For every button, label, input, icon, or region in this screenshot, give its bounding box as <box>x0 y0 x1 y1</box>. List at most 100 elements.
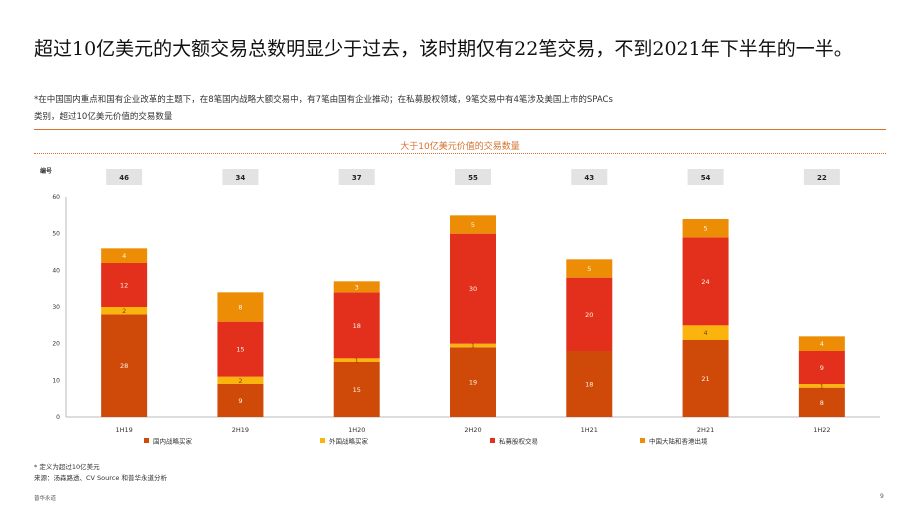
bar-value-label: 2 <box>238 377 242 385</box>
bar-value-label: 4 <box>122 252 126 260</box>
bar-value-label: 5 <box>587 265 591 273</box>
bar-segment <box>333 362 380 417</box>
bar-segment <box>798 384 845 388</box>
legend-swatch <box>640 438 645 443</box>
note-line-2: 类别，超过10亿美元价值的交易数量 <box>34 112 173 122</box>
bar-segment <box>798 336 845 351</box>
bar-value-label: 3 <box>355 283 359 291</box>
total-label: 22 <box>817 174 827 182</box>
bar-value-label: 9 <box>238 397 242 405</box>
bar-value-label: 8 <box>820 399 824 407</box>
total-box <box>338 169 375 185</box>
bar-value-label: 15 <box>236 346 244 354</box>
bar-value-label: 19 <box>469 379 477 387</box>
legend-swatch <box>320 438 325 443</box>
bar-segment <box>333 281 380 293</box>
x-tick-label: 1H19 <box>115 426 132 434</box>
total-label: 37 <box>352 174 362 182</box>
chart-title: 大于10亿美元价值的交易数量 <box>400 142 520 152</box>
footnote: * 定义为超过10亿美元 来源：汤森路透、CV Source 和普华永道分析 <box>34 462 167 484</box>
bar-value-label: 30 <box>469 285 477 293</box>
bar-value-label: 15 <box>353 386 361 394</box>
bar-value-label: 1 <box>820 382 824 390</box>
bar-value-label: 5 <box>471 221 475 229</box>
bar-segment <box>101 314 148 417</box>
legend-label: 外国战略买家 <box>329 437 369 446</box>
bar-value-label: 18 <box>585 381 593 389</box>
bar-segment <box>682 340 729 417</box>
bar-segment <box>682 237 729 326</box>
bar-segment <box>217 321 264 377</box>
y-tick-label: 10 <box>52 377 60 384</box>
y-tick-label: 0 <box>56 414 60 421</box>
bar-segment <box>682 325 729 340</box>
total-label: 46 <box>119 174 129 182</box>
bar-value-label: 2 <box>122 307 126 315</box>
bar-segment <box>566 351 613 417</box>
bar-segment <box>101 248 148 263</box>
x-tick-label: 1H20 <box>348 426 365 434</box>
bar-segment <box>798 351 845 384</box>
bar-value-label: 5 <box>704 225 708 233</box>
page-number: 9 <box>880 493 884 500</box>
page-headline: 超过10亿美元的大额交易总数明显少于过去，该时期仅有22笔交易，不到2021年下… <box>34 38 853 60</box>
bar-segment <box>682 219 729 238</box>
bar-value-label: 24 <box>701 278 709 286</box>
bar-segment <box>798 387 845 417</box>
y-tick-label: 60 <box>52 194 60 201</box>
divider-dotted <box>34 153 886 154</box>
legend-swatch <box>490 438 495 443</box>
bar-segment <box>450 343 496 348</box>
y-tick-label: 20 <box>52 341 60 348</box>
bar-value-label: 1 <box>355 357 359 365</box>
x-tick-label: 2H21 <box>697 426 714 434</box>
bar-value-label: 8 <box>238 304 242 312</box>
x-tick-label: 2H19 <box>232 426 249 434</box>
bar-segment <box>450 347 496 417</box>
bar-value-label: 21 <box>701 375 709 383</box>
y-tick-label: 50 <box>52 231 60 238</box>
bar-value-label: 20 <box>585 311 593 319</box>
x-tick-label: 1H21 <box>581 426 598 434</box>
bar-value-label: 28 <box>120 362 128 370</box>
bar-value-label: 4 <box>704 329 708 337</box>
y-axis-label: 编号 <box>40 167 52 175</box>
y-tick-label: 30 <box>52 304 60 311</box>
x-tick-label: 2H20 <box>464 426 481 434</box>
bar-segment <box>101 263 148 307</box>
y-tick-label: 40 <box>52 267 60 274</box>
legend-swatch <box>144 438 149 443</box>
bar-value-label: 18 <box>353 322 361 330</box>
legend-label: 私募股权交易 <box>499 437 538 446</box>
brand-name: 普华永道 <box>34 496 57 502</box>
bar-segment <box>333 292 380 359</box>
chart-note: *在中国国内重点和国有企业改革的主题下，在8笔国内战略大额交易中，有7笔由国有企… <box>34 92 894 126</box>
footnote-source: 来源：汤森路透、CV Source 和普华永道分析 <box>34 474 167 482</box>
total-label: 43 <box>584 174 594 182</box>
total-label: 54 <box>701 174 711 182</box>
note-line-1: *在中国国内重点和国有企业改革的主题下，在8笔国内战略大额交易中，有7笔由国有企… <box>34 95 613 105</box>
total-box <box>455 169 491 185</box>
total-box <box>222 169 259 185</box>
bar-segment <box>217 292 264 322</box>
total-box <box>803 169 840 185</box>
bar-value-label: 1 <box>471 342 475 350</box>
divider-solid <box>34 129 886 130</box>
total-label: 34 <box>236 174 246 182</box>
x-tick-label: 1H22 <box>813 426 830 434</box>
legend-label: 国内战略买家 <box>153 437 193 446</box>
bar-value-label: 4 <box>820 340 824 348</box>
footnote-definition: * 定义为超过10亿美元 <box>34 463 100 471</box>
bar-segment <box>450 233 496 344</box>
total-box <box>687 169 724 185</box>
total-box <box>106 169 143 185</box>
bar-segment <box>101 307 148 315</box>
legend-label: 中国大陆和香港出境 <box>649 437 708 446</box>
bar-segment <box>566 259 613 278</box>
total-label: 55 <box>468 174 478 182</box>
bar-value-label: 12 <box>120 282 128 290</box>
bar-segment <box>217 384 264 417</box>
bar-segment <box>333 358 380 362</box>
total-box <box>571 169 608 185</box>
